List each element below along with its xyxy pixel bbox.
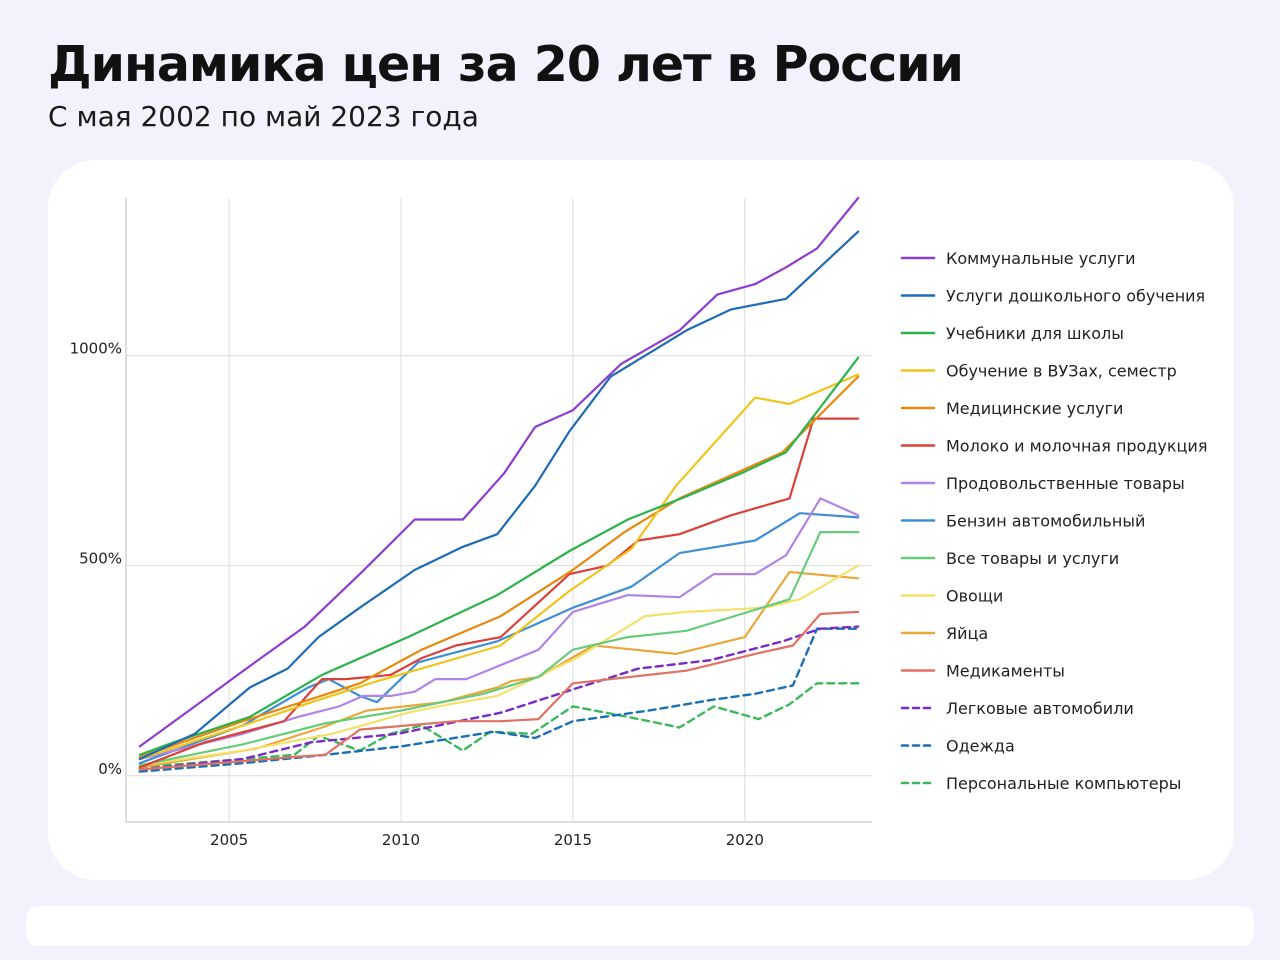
legend-label: Учебники для школы <box>946 324 1124 343</box>
series-line-3 <box>138 356 860 756</box>
bottom-strip <box>26 906 1254 946</box>
legend-label: Коммунальные услуги <box>946 249 1135 268</box>
legend-label: Услуги дошкольного обучения <box>946 287 1205 306</box>
series-line-7 <box>138 497 860 761</box>
y-tick-label: 0% <box>98 760 122 778</box>
y-tick-label: 1000% <box>70 340 122 358</box>
x-tick-label: 2015 <box>554 831 592 849</box>
series-line-12 <box>138 610 860 771</box>
page-title: Динамика цен за 20 лет в России <box>48 36 964 93</box>
series-line-13 <box>138 625 860 771</box>
series-line-4 <box>138 373 860 761</box>
legend-label: Персональные компьютеры <box>946 774 1181 793</box>
series-line-6 <box>138 417 860 769</box>
series-line-15 <box>138 682 860 769</box>
y-tick-label: 500% <box>79 550 122 568</box>
legend-label: Медикаменты <box>946 662 1065 681</box>
legend-label: Одежда <box>946 737 1015 756</box>
legend-label: Медицинские услуги <box>946 399 1123 418</box>
series-line-2 <box>138 230 860 761</box>
chart-series <box>138 196 860 773</box>
legend-label: Обучение в ВУЗах, семестр <box>946 362 1177 381</box>
legend-label: Продовольственные товары <box>946 474 1185 493</box>
x-tick-label: 2020 <box>726 831 764 849</box>
x-tick-label: 2005 <box>210 831 248 849</box>
series-line-1 <box>138 196 860 748</box>
page-subtitle: С мая 2002 по май 2023 года <box>48 100 479 133</box>
chart-legend: Коммунальные услуги Услуги дошкольного об… <box>900 249 1207 793</box>
series-line-9 <box>138 530 860 767</box>
series-line-11 <box>138 570 860 769</box>
axis-tick-labels: 2005 2010 2015 2020 0% 500% 1000% <box>70 340 764 849</box>
chart-grid <box>125 198 872 823</box>
series-line-8 <box>138 512 860 765</box>
legend-label: Овощи <box>946 587 1003 606</box>
legend-label: Яйца <box>946 624 988 643</box>
series-line-5 <box>138 375 860 759</box>
legend-label: Молоко и молочная продукция <box>946 437 1207 456</box>
legend-label: Все товары и услуги <box>946 549 1119 568</box>
legend-label: Легковые автомобили <box>946 699 1134 718</box>
legend-label: Бензин автомобильный <box>946 512 1145 531</box>
x-tick-label: 2010 <box>382 831 420 849</box>
